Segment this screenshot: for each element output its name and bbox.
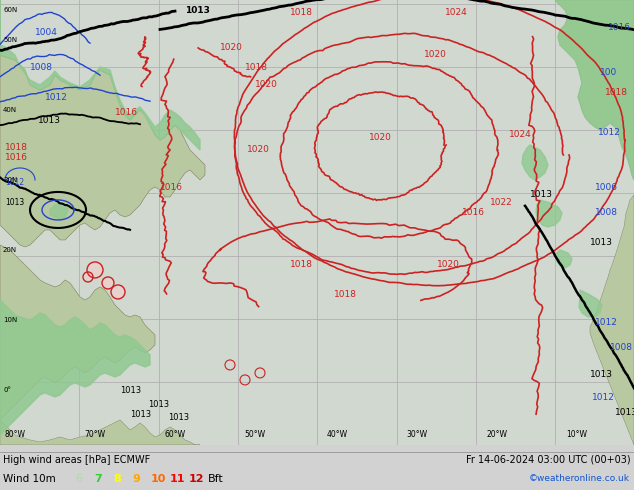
Text: 1012: 1012 <box>598 128 621 137</box>
Text: 1006: 1006 <box>595 183 618 192</box>
Text: 1018: 1018 <box>5 143 28 152</box>
Text: 1020: 1020 <box>247 145 270 154</box>
Polygon shape <box>0 0 200 150</box>
Text: 1016: 1016 <box>462 208 485 217</box>
Text: 1013: 1013 <box>185 6 210 15</box>
Text: 1012: 1012 <box>595 318 618 327</box>
Text: 1004: 1004 <box>35 28 58 37</box>
Text: 30N: 30N <box>3 177 17 183</box>
Text: 1008: 1008 <box>610 343 633 352</box>
Text: 1018: 1018 <box>290 8 313 17</box>
Polygon shape <box>0 245 155 420</box>
Text: 50°W: 50°W <box>245 430 266 439</box>
Text: 1018: 1018 <box>605 88 628 97</box>
Circle shape <box>89 264 101 276</box>
Text: 70°W: 70°W <box>84 430 106 439</box>
Text: Fr 14-06-2024 03:00 UTC (00+03): Fr 14-06-2024 03:00 UTC (00+03) <box>467 455 631 465</box>
Text: 1013: 1013 <box>530 190 553 199</box>
Text: 10°W: 10°W <box>567 430 588 439</box>
Circle shape <box>113 287 123 297</box>
Text: 1013: 1013 <box>120 386 141 395</box>
Text: 1013: 1013 <box>5 198 24 207</box>
Text: ©weatheronline.co.uk: ©weatheronline.co.uk <box>529 474 630 484</box>
Text: 1020: 1020 <box>220 43 243 52</box>
Text: 6: 6 <box>75 474 82 484</box>
Text: 1013: 1013 <box>38 116 61 125</box>
Text: 1008: 1008 <box>30 63 53 72</box>
Text: 60N: 60N <box>3 7 17 13</box>
Text: 1012: 1012 <box>45 93 68 102</box>
Text: 1024: 1024 <box>508 130 531 139</box>
Text: 40°W: 40°W <box>327 430 347 439</box>
Text: 1024: 1024 <box>445 8 468 17</box>
Text: 100: 100 <box>600 68 618 77</box>
Polygon shape <box>536 200 562 227</box>
Text: 50N: 50N <box>3 37 17 43</box>
Polygon shape <box>0 420 200 445</box>
Text: 10N: 10N <box>3 317 17 323</box>
Text: 1020: 1020 <box>424 50 446 59</box>
Text: 8: 8 <box>113 474 120 484</box>
Text: 1018: 1018 <box>290 260 313 269</box>
Text: 1016: 1016 <box>5 153 28 162</box>
Text: 1013: 1013 <box>590 238 613 247</box>
Text: 7: 7 <box>94 474 101 484</box>
Polygon shape <box>522 145 548 180</box>
Text: 1016: 1016 <box>608 23 631 32</box>
Text: 30°W: 30°W <box>406 430 427 439</box>
Text: 80°W: 80°W <box>4 430 25 439</box>
Text: 1013: 1013 <box>615 408 634 417</box>
Text: 1020: 1020 <box>255 80 278 89</box>
Text: High wind areas [hPa] ECMWF: High wind areas [hPa] ECMWF <box>3 455 150 465</box>
Text: 1013: 1013 <box>590 370 613 379</box>
Polygon shape <box>579 290 602 317</box>
Text: 1008: 1008 <box>595 208 618 217</box>
Text: 20N: 20N <box>3 247 17 253</box>
Polygon shape <box>0 0 205 247</box>
Text: 40N: 40N <box>3 107 17 113</box>
Polygon shape <box>590 195 634 445</box>
Text: 1013: 1013 <box>130 410 151 419</box>
Text: 1013: 1013 <box>168 413 189 422</box>
Polygon shape <box>50 203 68 219</box>
Text: Bft: Bft <box>208 474 224 484</box>
Text: 10: 10 <box>151 474 166 484</box>
Text: 9: 9 <box>132 474 140 484</box>
Text: 1018: 1018 <box>245 63 268 72</box>
Text: 1012: 1012 <box>5 178 24 187</box>
Text: 1013: 1013 <box>148 400 169 409</box>
Polygon shape <box>555 0 634 180</box>
Text: Wind 10m: Wind 10m <box>3 474 56 484</box>
Polygon shape <box>555 0 634 180</box>
Text: 1022: 1022 <box>490 198 513 207</box>
Circle shape <box>85 274 91 280</box>
Text: 1012: 1012 <box>592 393 615 402</box>
Text: 20°W: 20°W <box>486 430 507 439</box>
Polygon shape <box>556 250 572 268</box>
Text: 1016: 1016 <box>115 108 138 117</box>
Text: 0°: 0° <box>3 387 11 393</box>
Circle shape <box>104 279 112 287</box>
Polygon shape <box>0 300 150 435</box>
Text: 1020: 1020 <box>437 260 460 269</box>
Text: 60°W: 60°W <box>164 430 186 439</box>
Text: 12: 12 <box>189 474 205 484</box>
Text: 1020: 1020 <box>368 133 391 142</box>
Text: 1016: 1016 <box>160 183 183 192</box>
Text: 11: 11 <box>170 474 186 484</box>
Text: 1018: 1018 <box>333 290 356 299</box>
